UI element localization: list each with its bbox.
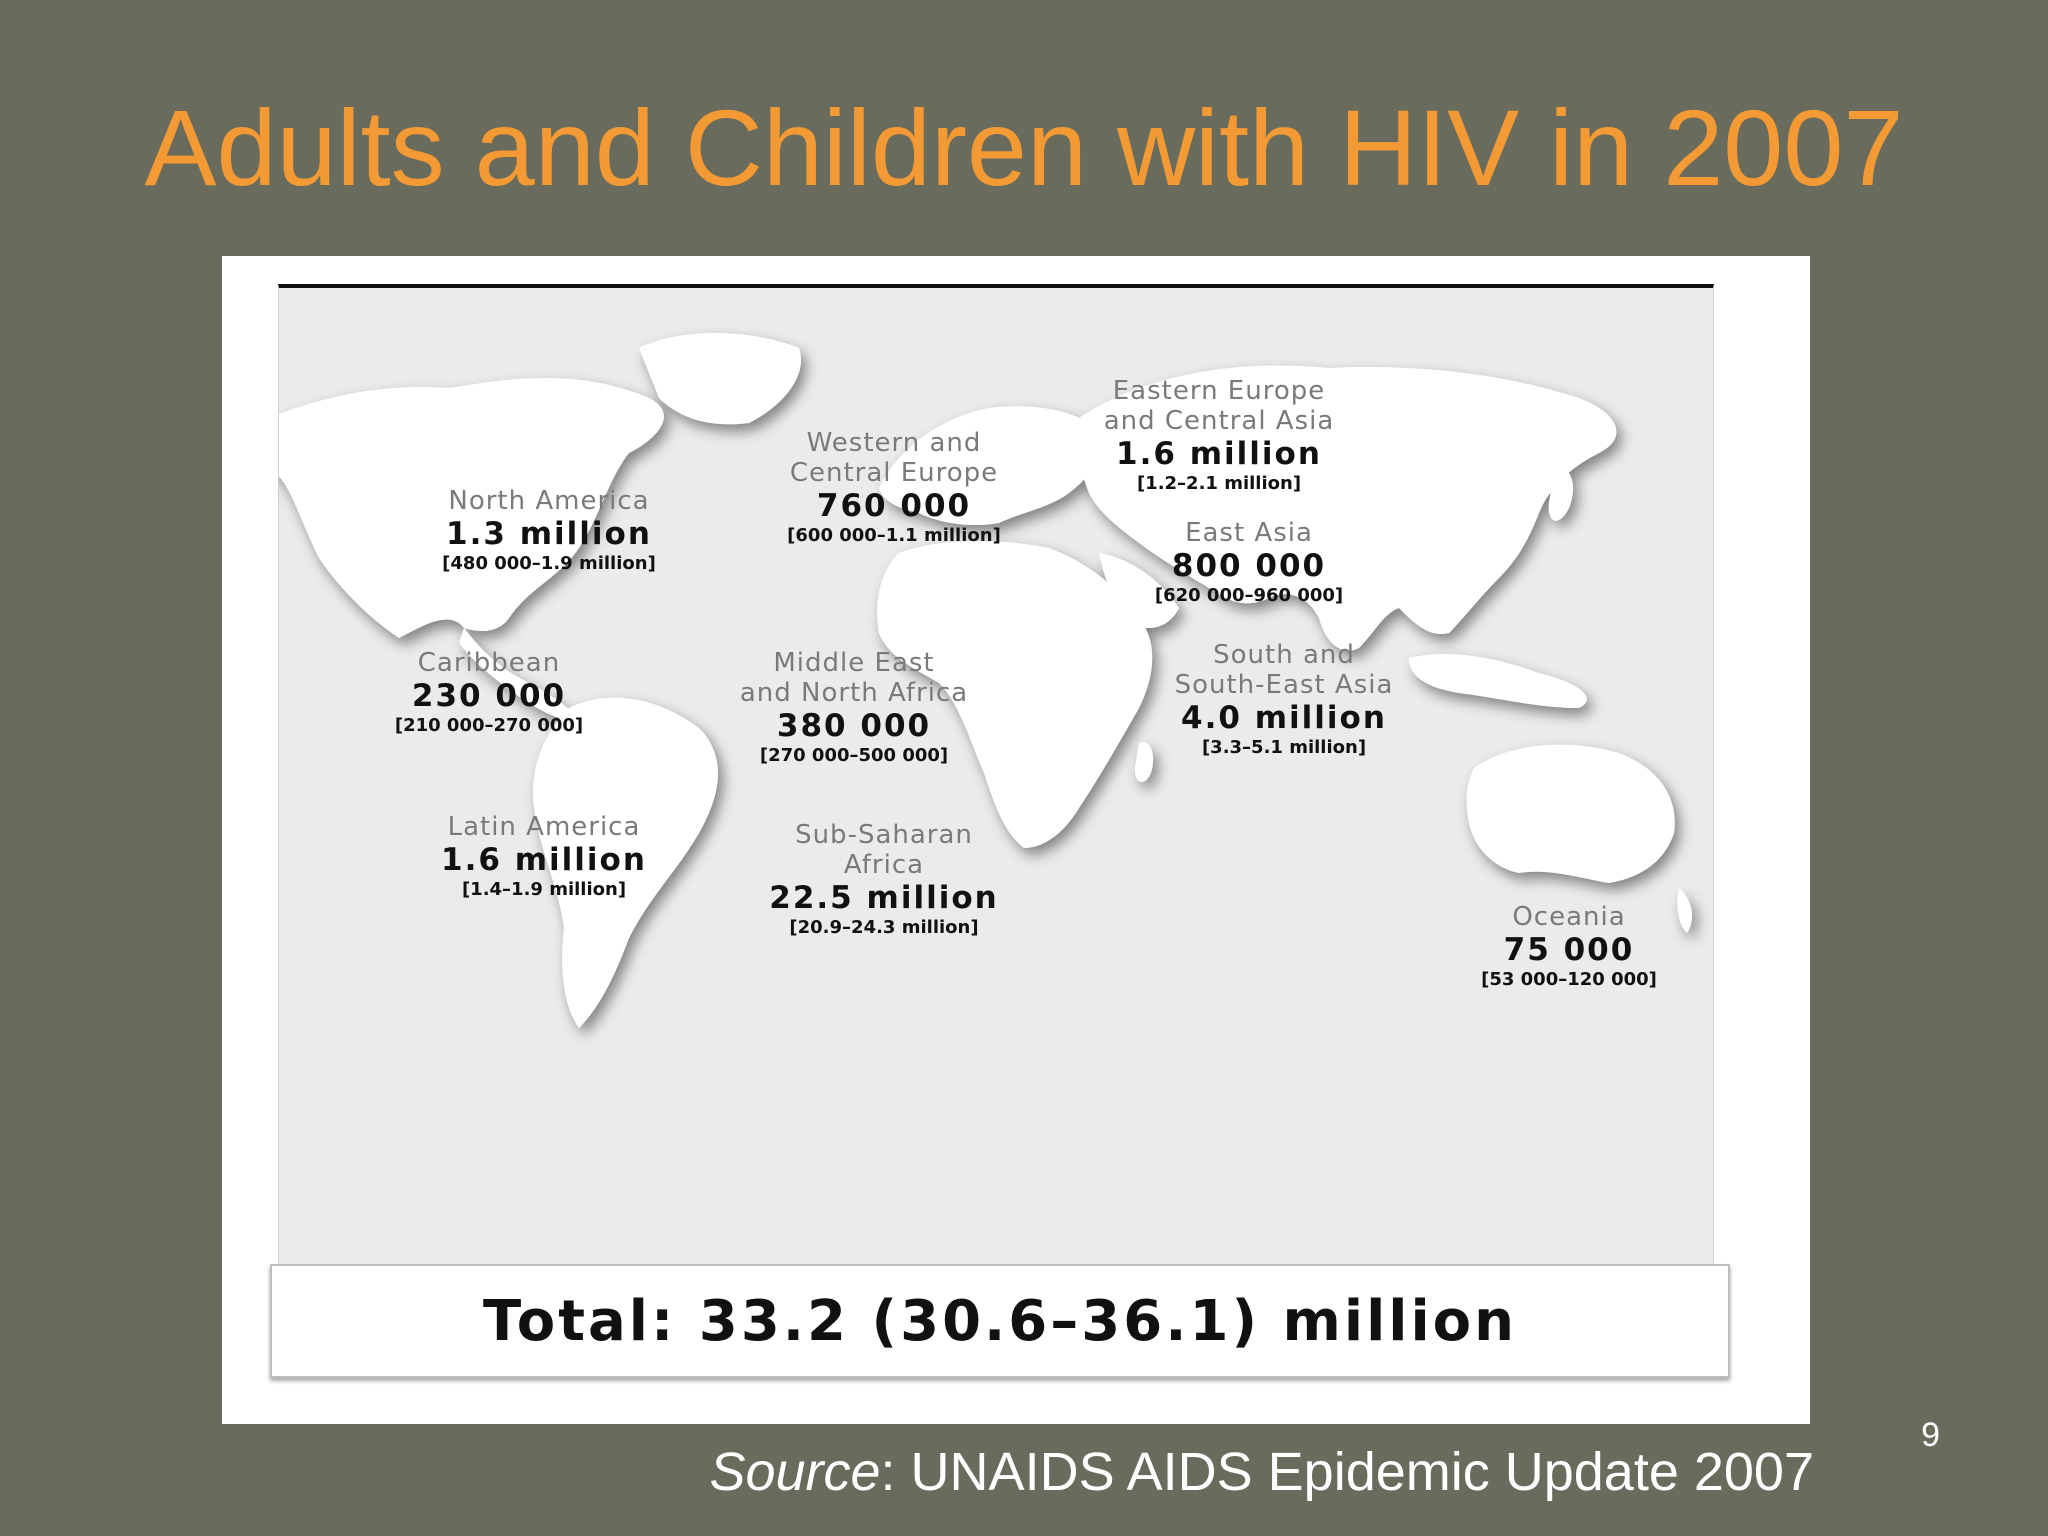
- region-value: 4.0 million: [1181, 700, 1387, 736]
- region-range: [600 000–1.1 million]: [787, 525, 1001, 546]
- region-range: [1.2–2.1 million]: [1136, 473, 1302, 494]
- region-label-western-central-europe: Western and Central Europe 760 000 [600 …: [744, 428, 1044, 548]
- region-value: 1.6 million: [441, 842, 647, 878]
- region-label-middle-east-north-africa: Middle East and North Africa 380 000 [27…: [694, 648, 1014, 768]
- arabia-landmass: [1099, 553, 1179, 628]
- world-map-landmass: [279, 333, 1693, 1028]
- greenland-landmass: [639, 333, 801, 425]
- region-name: Central Europe: [789, 458, 999, 488]
- region-range: [480 000–1.9 million]: [442, 553, 656, 574]
- africa-landmass: [877, 541, 1153, 848]
- north-america-landmass: [279, 378, 664, 638]
- region-label-east-asia: East Asia 800 000 [620 000–960 000]: [1104, 518, 1394, 608]
- region-value: 800 000: [1171, 548, 1327, 584]
- region-range: [270 000–500 000]: [759, 745, 949, 766]
- central-america-landmass: [459, 628, 579, 720]
- region-name: Caribbean: [417, 648, 561, 678]
- region-range: [3.3–5.1 million]: [1201, 737, 1367, 758]
- region-range: [620 000–960 000]: [1154, 585, 1344, 606]
- region-value: 380 000: [776, 708, 932, 744]
- region-name: Latin America: [447, 812, 641, 842]
- australia-landmass: [1466, 744, 1675, 883]
- region-name: Middle East: [773, 648, 935, 678]
- region-range: [210 000–270 000]: [394, 715, 584, 736]
- region-value: 230 000: [411, 678, 567, 714]
- region-name: Sub-Saharan: [795, 820, 973, 850]
- total-text: Total: 33.2 (30.6–36.1) million: [482, 1288, 1518, 1354]
- region-name: North America: [448, 486, 650, 516]
- europe-landmass: [879, 406, 1102, 525]
- region-name: East Asia: [1185, 518, 1313, 548]
- slide-title: Adults and Children with HIV in 2007: [144, 87, 1904, 208]
- region-name: Oceania: [1512, 902, 1626, 932]
- region-name: South-East Asia: [1174, 670, 1394, 700]
- south-america-landmass: [533, 697, 718, 1028]
- region-range: [20.9–24.3 million]: [789, 917, 979, 938]
- region-label-caribbean: Caribbean 230 000 [210 000–270 000]: [339, 648, 639, 738]
- region-value: 75 000: [1503, 932, 1635, 968]
- japan-landmass: [1548, 467, 1574, 521]
- madagascar-landmass: [1134, 742, 1154, 783]
- source-citation: Source: UNAIDS AIDS Epidemic Update 2007: [0, 1440, 1814, 1504]
- region-label-south-south-east-asia: South and South-East Asia 4.0 million [3…: [1144, 640, 1424, 760]
- region-name: Africa: [843, 850, 925, 880]
- world-map: North America 1.3 million [480 000–1.9 m…: [278, 284, 1714, 1288]
- region-name: Western and: [806, 428, 982, 458]
- region-label-eastern-europe-central-asia: Eastern Europe and Central Asia 1.6 mill…: [1069, 376, 1369, 496]
- region-label-oceania: Oceania 75 000 [53 000–120 000]: [1429, 902, 1709, 992]
- region-range: [53 000–120 000]: [1481, 969, 1657, 990]
- region-value: 760 000: [816, 488, 972, 524]
- map-figure: North America 1.3 million [480 000–1.9 m…: [222, 256, 1810, 1424]
- source-text: : UNAIDS AIDS Epidemic Update 2007: [880, 1442, 1814, 1502]
- region-value: 1.3 million: [446, 516, 652, 552]
- asia-landmass: [1077, 365, 1617, 651]
- new-zealand-landmass: [1677, 888, 1693, 933]
- region-label-sub-saharan-africa: Sub-Saharan Africa 22.5 million [20.9–24…: [749, 820, 1019, 940]
- source-label: Source: [709, 1442, 881, 1502]
- region-name: and Central Asia: [1103, 406, 1335, 436]
- region-range: [1.4–1.9 million]: [461, 879, 627, 900]
- region-name: South and: [1213, 640, 1355, 670]
- region-label-latin-america: Latin America 1.6 million [1.4–1.9 milli…: [429, 812, 659, 902]
- region-label-north-america: North America 1.3 million [480 000–1.9 m…: [429, 486, 669, 576]
- region-name: Eastern Europe: [1112, 376, 1326, 406]
- page-number: 9: [1921, 1416, 1940, 1454]
- total-box: Total: 33.2 (30.6–36.1) million: [270, 1264, 1730, 1378]
- region-value: 1.6 million: [1116, 436, 1322, 472]
- region-value: 22.5 million: [769, 880, 999, 916]
- region-name: and North Africa: [739, 678, 969, 708]
- se-asia-islands-landmass: [1409, 653, 1587, 708]
